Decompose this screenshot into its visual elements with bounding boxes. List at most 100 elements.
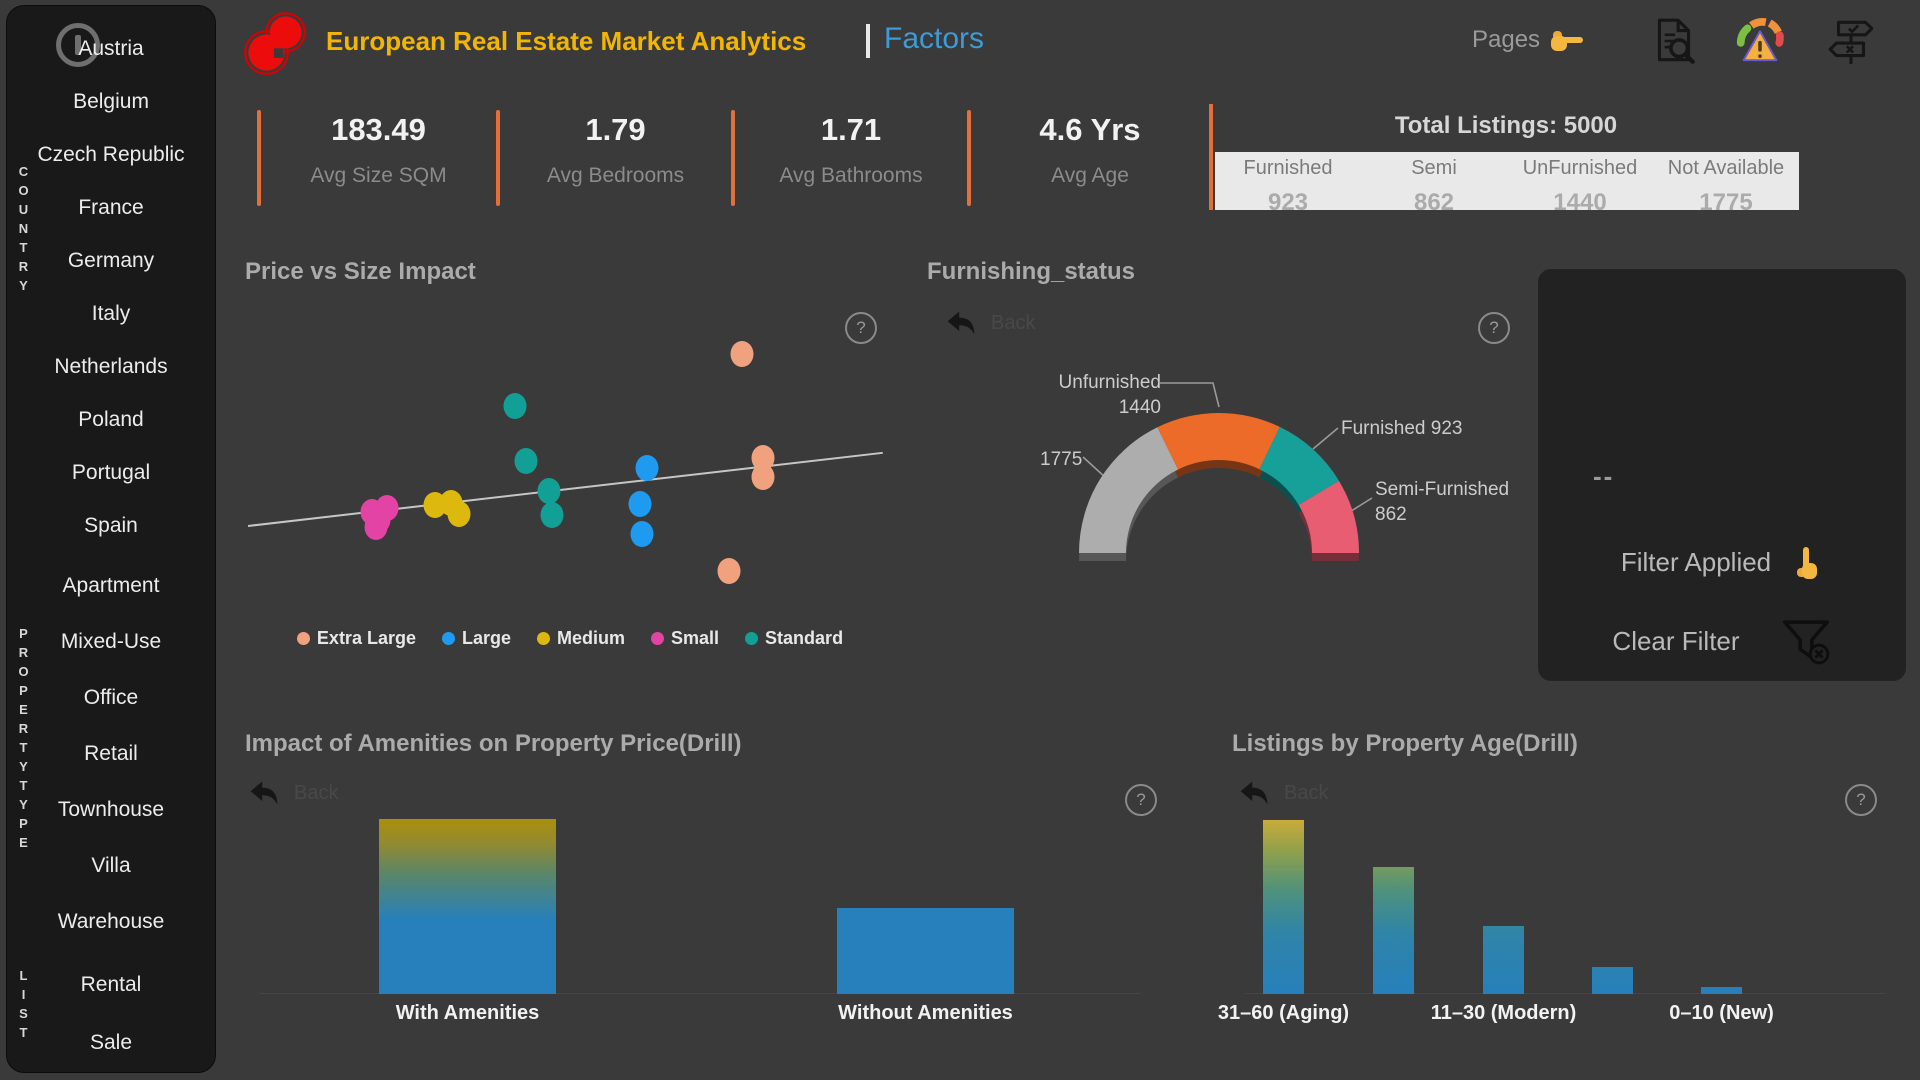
sidebar-item-austria[interactable]: Austria [78, 36, 144, 60]
bar-0-10-new-[interactable] [1701, 987, 1742, 994]
kpi-separator [731, 110, 735, 206]
legend-label: Small [671, 628, 720, 648]
sidebar-item-mixed-use[interactable]: Mixed-Use [60, 630, 162, 653]
gauge-callout-semifurnished: Semi-Furnished 862 [1375, 479, 1510, 525]
bar-11-30-modern-[interactable] [1483, 926, 1524, 994]
filter-applied-label: Filter Applied [1620, 547, 1772, 577]
sidebar-item-germany[interactable]: Germany [67, 248, 155, 272]
sidebar-item-rental[interactable]: Rental [80, 973, 142, 996]
help-icon[interactable] [1125, 784, 1157, 816]
help-icon[interactable] [845, 312, 877, 344]
total-listings-card: Total Listings: 5000 Furnished Semi UnFurn… [1209, 104, 1799, 210]
x-axis-line [260, 993, 1140, 994]
gauge-segment-not-available[interactable] [1079, 427, 1179, 553]
sidebar-item-spain[interactable]: Spain [84, 513, 138, 537]
scatter-point-medium[interactable] [447, 501, 471, 527]
info-icon[interactable] [56, 23, 100, 67]
kpi-value: 4.6 Yrs [1039, 112, 1141, 147]
scatter-point-standard[interactable] [503, 393, 527, 419]
scatter-point-large[interactable] [630, 521, 654, 548]
sidebar-item-villa[interactable]: Villa [91, 854, 131, 877]
scatter-point-standard[interactable] [514, 447, 538, 474]
scatter-point-large[interactable] [628, 491, 652, 518]
kpi-value: 1.79 [585, 112, 646, 147]
bar-category-label: 31–60 (Aging) [1217, 1002, 1350, 1024]
legend-label: Extra Large [316, 628, 416, 648]
table-column-header: Not Available [1667, 157, 1785, 179]
legend-dot [537, 632, 550, 645]
gauge-callout-notavailable: 1775 [1040, 449, 1083, 470]
table-column-header: Furnished [1243, 157, 1333, 179]
sidebar-item-apartment[interactable]: Apartment [62, 574, 160, 597]
scatter-point-standard[interactable] [537, 477, 561, 504]
bar-31-60-aging-[interactable] [1263, 820, 1304, 994]
sidebar-item-netherlands[interactable]: Netherlands [54, 354, 168, 378]
back-arrow-icon [1240, 781, 1268, 805]
legend-item-large[interactable]: Large [441, 628, 511, 649]
kpi-label: Avg Bedrooms [546, 164, 685, 187]
sidebar-item-czech-republic[interactable]: Czech Republic [37, 142, 185, 166]
title-separator [866, 24, 870, 58]
legend-item-small[interactable]: Small [651, 628, 719, 649]
property-type-slicer: Apartment Mixed-Use Office Retail Townhouse V… [7, 558, 215, 950]
scatter-point-small[interactable] [364, 513, 388, 540]
legend-item-standard[interactable]: Standard [745, 628, 843, 649]
scatter-legend: Extra Large Large Medium Small Standard [240, 628, 900, 649]
back-button[interactable]: Back [248, 778, 338, 808]
gauge-callout-unfurnished: Unfurnished 1440 [1058, 372, 1161, 418]
gauge-callout-furnished: Furnished 923 [1341, 418, 1463, 439]
kpi-separator [257, 110, 261, 206]
bar-without-amenities[interactable] [837, 908, 1014, 994]
scatter-point-extra-large[interactable] [717, 558, 741, 584]
sidebar-item-retail[interactable]: Retail [84, 742, 138, 765]
table-column-header: UnFurnished [1522, 157, 1638, 179]
sidebar-item-warehouse[interactable]: Warehouse [57, 910, 165, 933]
current-page-name: Factors [884, 22, 985, 55]
gauge-panel: Furnishing_status Back Unfurnished 1440 … [920, 250, 1520, 690]
age-bars: 31–60 (Aging) 11–30 (Modern) 0–10 (New) [1218, 720, 1905, 1060]
sidebar-item-france[interactable]: France [78, 195, 144, 219]
document-search-icon[interactable] [1647, 14, 1701, 68]
logo-icon [244, 12, 306, 75]
scatter-point-extra-large[interactable] [730, 341, 754, 368]
legend-item-medium[interactable]: Medium [537, 628, 625, 649]
scatter-point-standard[interactable] [540, 501, 564, 528]
bar-rank-4[interactable] [1592, 967, 1633, 994]
back-button[interactable]: Back [945, 308, 1035, 338]
sidebar-item-portugal[interactable]: Portugal [71, 460, 151, 484]
gauge-segment-furnished[interactable] [1259, 426, 1339, 506]
scatter-point-large[interactable] [635, 455, 659, 482]
sidebar-item-poland[interactable]: Poland [78, 407, 144, 431]
help-icon[interactable] [1478, 312, 1510, 344]
sidebar-item-italy[interactable]: Italy [91, 301, 131, 325]
back-arrow-icon [947, 311, 975, 335]
table-cell-value: 1775 [1699, 189, 1753, 210]
sidebar-item-belgium[interactable]: Belgium [73, 89, 149, 113]
sidebar-group-label-list: LIST [16, 968, 31, 1044]
signpost-check-x-icon[interactable] [1824, 14, 1878, 68]
gauge-segment-unfurnished[interactable] [1157, 413, 1280, 470]
amenities-bar-panel: Impact of Amenities on Property Price(Dr… [240, 720, 1160, 1060]
table-cell-value: 1440 [1553, 189, 1607, 210]
gauge-warning-icon[interactable] [1733, 12, 1787, 66]
back-label: Back [294, 781, 339, 804]
legend-dot [441, 632, 455, 645]
amenities-bars: With Amenities Without Amenities [240, 720, 1160, 1060]
page-title: European Real Estate Market Analytics [326, 26, 807, 56]
sidebar-item-sale[interactable]: Sale [89, 1031, 133, 1054]
bar-rank-2[interactable] [1373, 867, 1414, 994]
scatter-point-extra-large[interactable] [751, 464, 775, 491]
bar-with-amenities[interactable] [379, 819, 556, 994]
age-bar-panel: Listings by Property Age(Drill) Back 31–… [1218, 720, 1905, 1060]
help-icon[interactable] [1845, 784, 1877, 816]
kpi-avg-bathrooms: 1.71 Avg Bathrooms [735, 112, 967, 208]
back-button[interactable]: Back [1238, 778, 1328, 808]
gauge-segment-semi-furnished[interactable] [1298, 480, 1359, 553]
sidebar-item-townhouse[interactable]: Townhouse [57, 798, 165, 821]
scatter-plot-area [244, 310, 884, 610]
legend-item-extra-large[interactable]: Extra Large [296, 628, 416, 649]
pages-label: Pages [1472, 26, 1541, 53]
sidebar-item-office[interactable]: Office [83, 686, 139, 709]
clear-filter-button[interactable]: Clear Filter [1538, 617, 1906, 665]
legend-dot [296, 632, 310, 645]
